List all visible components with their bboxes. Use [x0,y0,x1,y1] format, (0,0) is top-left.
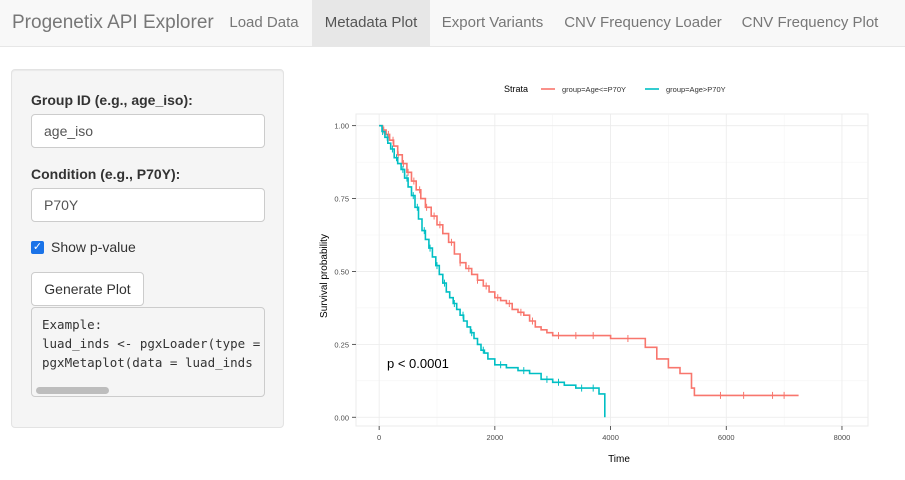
condition-label: Condition (e.g., P70Y): [31,166,181,182]
group-id-label: Group ID (e.g., age_iso): [31,92,193,108]
plot-panel [355,113,869,427]
legend: Strata group=Age<=P70Y group=Age>P70Y [504,84,726,94]
survival-curve-2 [379,124,606,418]
tab-export-variants[interactable]: Export Variants [441,14,544,31]
legend-label-strata2: group=Age>P70Y [666,85,726,94]
generate-plot-button[interactable]: Generate Plot [31,272,144,306]
pvalue-annotation: p < 0.0001 [387,356,449,371]
survival-chart-svg: 0 2000 4000 6000 8000 0.00 0.25 0.50 0.75 1.00 St… [319,84,869,465]
group-id-input[interactable] [31,114,265,148]
legend-title: Strata [504,84,528,94]
brand-title[interactable]: Progenetix API Explorer [12,12,214,33]
axes: 0 2000 4000 6000 8000 0.00 0.25 0.50 0.75 1.00 [334,122,850,442]
y-axis-label: Survival probability [319,234,330,318]
code-line: luad_inds <- pgxLoader(type = [42,336,265,351]
legend-label-strata1: group=Age<=P70Y [562,85,626,94]
survival-plot: 0 2000 4000 6000 8000 0.00 0.25 0.50 0.75 1.00 St… [300,60,900,475]
tab-load-data[interactable]: Load Data [229,14,299,31]
x-tick-label: 4000 [602,433,619,442]
y-tick-label: 0.00 [334,413,349,422]
y-tick-label: 1.00 [334,122,349,131]
tab-cnv-frequency-loader[interactable]: CNV Frequency Loader [564,14,722,31]
y-tick-label: 0.50 [334,267,349,276]
x-tick-label: 0 [377,433,381,442]
x-tick-label: 8000 [834,433,851,442]
survival-curves [379,124,799,418]
y-tick-label: 0.25 [334,340,349,349]
tab-metadata-plot[interactable]: Metadata Plot [312,0,430,47]
pvalue-checkbox[interactable]: ✓ [31,240,44,254]
x-axis-label: Time [608,454,630,465]
code-example-block[interactable]: Example: luad_inds <- pgxLoader(type = p… [31,307,265,397]
pvalue-label: Show p-value [51,239,136,255]
navbar: Progenetix API Explorer Load Data Metada… [0,0,905,47]
code-line: Example: [42,317,103,332]
sidebar-panel: Group ID (e.g., age_iso): Condition (e.g… [11,69,284,428]
pvalue-option: ✓ Show p-value [31,238,136,256]
y-tick-label: 0.75 [334,195,349,204]
code-line: pgxMetaplot(data = luad_inds [42,355,253,370]
tab-cnv-frequency-plot[interactable]: CNV Frequency Plot [741,14,879,31]
x-tick-label: 2000 [487,433,504,442]
condition-input[interactable] [31,188,265,222]
x-tick-label: 6000 [718,433,735,442]
grid-lines [356,114,868,426]
horizontal-scrollbar[interactable] [36,387,109,394]
